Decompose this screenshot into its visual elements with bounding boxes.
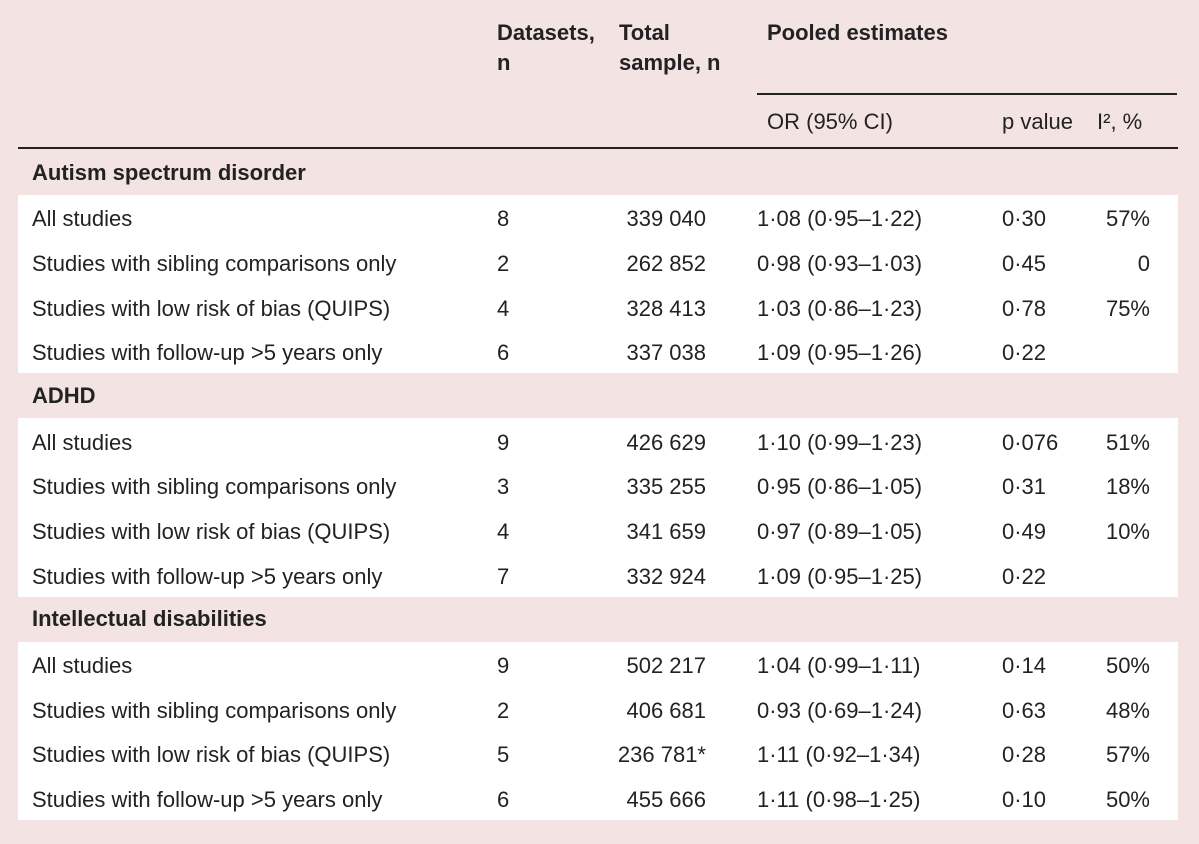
i-squared: 57% [1105,742,1150,768]
odds-ratio: 1·11 (0·92–1·34) [757,742,921,768]
datasets: 6 [497,786,510,812]
total-sample: 262 852 [626,250,706,276]
total-sample: 455 666 [626,786,706,812]
total-sample: 502 217 [626,653,706,679]
datasets: 8 [497,206,510,232]
i-squared: 50% [1105,786,1150,812]
p-value: 0·78 [1002,295,1047,321]
total-sample: 426 629 [626,429,706,455]
datasets: 9 [497,653,510,679]
odds-ratio: 1·09 (0·95–1·26) [757,340,923,366]
total-sample: 335 255 [626,474,706,500]
i-squared: 18% [1105,474,1150,500]
total-sample: 332 924 [626,563,706,589]
odds-ratio: 1·11 (0·98–1·25) [757,786,921,812]
total-sample: 341 659 [626,518,706,544]
datasets: 9 [497,429,510,455]
datasets: 2 [497,250,510,276]
row-label: All studies [32,653,133,679]
odds-ratio: 0·93 (0·69–1·24) [757,697,923,723]
row-label: Studies with follow-up >5 years only [32,340,383,366]
row-band [18,195,1178,374]
odds-ratio: 1·04 (0·99–1·11) [757,653,921,679]
p-value: 0·22 [1002,563,1047,589]
header-or: OR (95% CI) [767,109,893,134]
p-value: 0·28 [1002,742,1047,768]
p-value: 0·49 [1002,518,1047,544]
datasets: 4 [497,518,510,544]
rule [18,147,1178,149]
odds-ratio: 0·97 (0·89–1·05) [757,518,923,544]
i-squared: 75% [1105,295,1150,321]
row-label: All studies [32,429,133,455]
row-label: All studies [32,206,133,232]
p-value: 0·14 [1002,653,1047,679]
i-squared: 57% [1105,206,1150,232]
total-sample: 339 040 [626,206,706,232]
datasets: 5 [497,742,510,768]
row-band [18,641,1178,821]
header-total: Total sample, n [619,20,721,75]
section-title: Autism spectrum disorder [32,159,306,185]
total-sample: 328 413 [626,295,706,321]
i-squared: 50% [1105,653,1150,679]
row-label: Studies with sibling comparisons only [32,697,397,723]
p-value: 0·22 [1002,340,1047,366]
row-label: Studies with sibling comparisons only [32,250,397,276]
datasets: 7 [497,563,510,589]
row-label: Studies with low risk of bias (QUIPS) [32,518,391,544]
header-p: p value [1002,109,1073,134]
header-pooled: Pooled estimates [767,20,948,45]
datasets: 3 [497,474,510,500]
p-value: 0·45 [1002,250,1047,276]
header-datasets: Datasets, n [497,20,595,75]
odds-ratio: 0·95 (0·86–1·05) [757,474,923,500]
p-value: 0·10 [1002,786,1047,812]
odds-ratio: 1·03 (0·86–1·23) [757,295,923,321]
section-title: Intellectual disabilities [32,606,267,632]
odds-ratio: 1·10 (0·99–1·23) [757,429,923,455]
rule [757,93,1177,95]
datasets: 2 [497,697,510,723]
p-value: 0·31 [1002,474,1047,500]
i-squared: 48% [1105,697,1150,723]
odds-ratio: 0·98 (0·93–1·03) [757,250,923,276]
datasets: 6 [497,340,510,366]
header-i2: I², % [1097,109,1143,134]
p-value: 0·63 [1002,697,1047,723]
row-band [18,418,1178,597]
odds-ratio: 1·09 (0·95–1·25) [757,563,923,589]
i-squared: 51% [1105,429,1150,455]
row-label: Studies with follow-up >5 years only [32,786,383,812]
odds-ratio: 1·08 (0·95–1·22) [757,206,923,232]
row-label: Studies with low risk of bias (QUIPS) [32,742,391,768]
row-label: Studies with low risk of bias (QUIPS) [32,295,391,321]
section-title: ADHD [32,382,96,408]
total-sample: 236 781* [617,742,706,768]
total-sample: 406 681 [626,697,706,723]
i-squared: 10% [1105,518,1150,544]
p-value: 0·076 [1002,429,1059,455]
datasets: 4 [497,295,510,321]
row-label: Studies with sibling comparisons only [32,474,397,500]
i-squared: 0 [1137,250,1150,276]
p-value: 0·30 [1002,206,1047,232]
total-sample: 337 038 [626,340,706,366]
row-label: Studies with follow-up >5 years only [32,563,383,589]
